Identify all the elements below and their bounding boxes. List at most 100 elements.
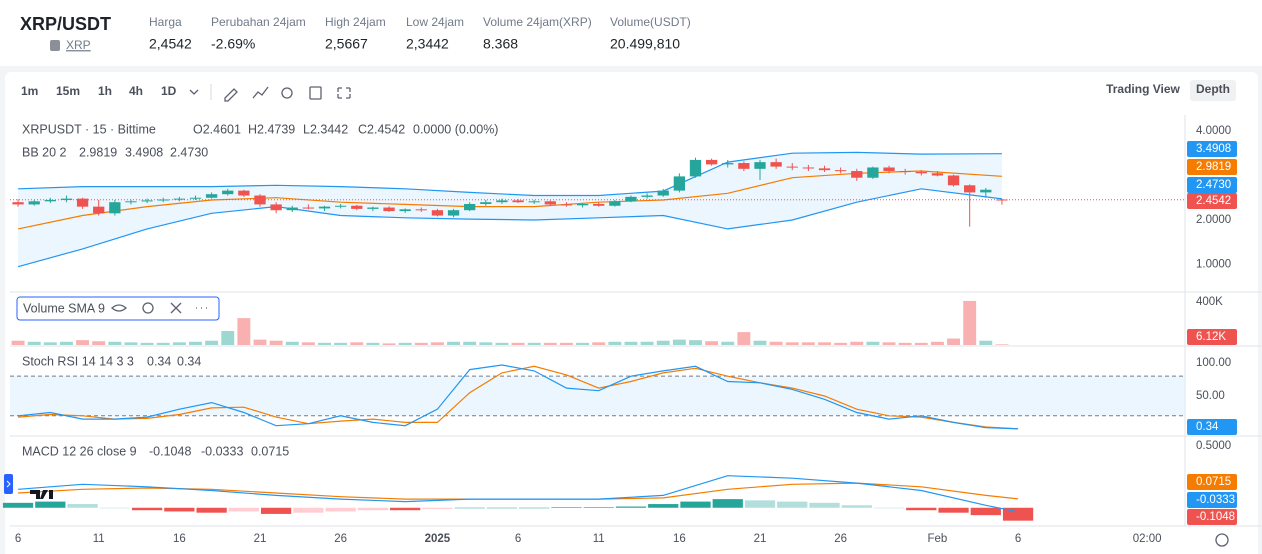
stat-label: Volume 24jam(XRP) <box>483 15 592 29</box>
volume-bar <box>882 342 896 345</box>
stat-value: 2,3442 <box>406 36 449 52</box>
candle-body <box>205 194 218 198</box>
candle <box>867 166 879 180</box>
legend-text: 2.4730 <box>170 145 208 159</box>
x-tick-label: 16 <box>173 533 186 545</box>
macd-hist-bar <box>777 501 808 508</box>
candle <box>996 198 1008 205</box>
view-button-bg <box>1099 80 1187 101</box>
stat-label: High 24jam <box>325 15 386 29</box>
macd-hist-bar <box>841 505 872 508</box>
interval-dropdown[interactable] <box>189 89 199 95</box>
volume-bar <box>205 340 219 345</box>
legend-text: L2.3442 <box>303 122 348 136</box>
candle <box>931 171 944 177</box>
stats: Harga 2,4542 Perubahan 24jam -2.69% High 24j… <box>149 15 691 52</box>
side-tab[interactable] <box>4 474 13 494</box>
candle <box>447 208 460 218</box>
volume-bar <box>624 341 638 345</box>
view-button[interactable]: Trading View <box>1106 82 1180 96</box>
gear-icon[interactable] <box>142 302 154 314</box>
legend-text: H2.4739 <box>248 122 295 136</box>
legend-text: Volume SMA 9 <box>23 301 105 315</box>
legend-text: 0.0715 <box>251 444 289 458</box>
candle-body <box>770 162 782 167</box>
candle <box>238 189 250 197</box>
interval-button[interactable]: 1m <box>21 84 38 98</box>
candle <box>770 158 782 169</box>
volume-bar <box>560 342 573 345</box>
candle-body <box>447 210 460 216</box>
volume-bar <box>737 332 751 345</box>
volume-bar <box>640 341 654 345</box>
legend-text: MACD 12 26 close 9 <box>22 444 137 458</box>
x-tick-label: 6 <box>15 533 21 545</box>
candle-body <box>835 170 847 172</box>
volume-bar <box>334 342 348 345</box>
legend-text: XRPUSDT · 15 · Bittime <box>22 122 156 136</box>
legend-text: 3.4908 <box>125 145 163 159</box>
macd-hist-bar <box>519 507 550 509</box>
volume-bar <box>818 342 831 345</box>
candle-body <box>12 202 24 205</box>
volume-bar <box>656 340 670 345</box>
price-tag-bg <box>1187 159 1237 175</box>
candle-body <box>512 200 524 203</box>
coin-link[interactable]: XRP <box>66 38 91 52</box>
candle-body <box>899 171 911 173</box>
x-tick-label: 16 <box>673 533 686 545</box>
draw-icon[interactable] <box>224 88 238 102</box>
view-button[interactable]: Depth <box>1196 82 1230 96</box>
volume-bar <box>124 342 138 345</box>
volume-bar <box>237 318 251 345</box>
macd-hist-bar <box>970 507 1001 516</box>
interval-button[interactable]: 4h <box>129 84 143 98</box>
candle-body <box>722 163 734 165</box>
indicator-icon[interactable] <box>252 86 269 99</box>
interval-button[interactable]: 1D <box>161 84 177 98</box>
candle-body <box>125 201 137 203</box>
candle <box>286 205 298 212</box>
candle-body <box>593 203 605 206</box>
macd-hist-bar <box>228 507 259 512</box>
macd-hist-bar <box>261 507 292 514</box>
candle-body <box>964 185 976 193</box>
x-tick-label: 02:00 <box>1133 533 1162 545</box>
x-tick-label: 11 <box>93 533 105 545</box>
price-tag-bg <box>1187 141 1237 157</box>
price-tag-bg <box>1187 509 1237 525</box>
close-icon[interactable] <box>170 302 182 314</box>
price-tag-bg <box>1187 474 1237 490</box>
candle-body <box>464 203 476 211</box>
x-tick-label: 6 <box>515 533 521 545</box>
candle-body <box>947 175 960 186</box>
candle <box>76 197 89 209</box>
candle <box>528 199 540 204</box>
price-tag: 0.34 <box>1196 421 1219 433</box>
legend-text: 0.34 <box>177 354 201 368</box>
eye-icon[interactable] <box>111 304 127 312</box>
interval-button[interactable]: 15m <box>56 84 80 98</box>
volume-bar <box>430 342 444 345</box>
interval-button[interactable]: 1h <box>98 84 112 98</box>
candle-body <box>76 198 89 207</box>
legend-text: O2.4601 <box>193 122 241 136</box>
chart-settings-icon[interactable] <box>1215 533 1229 547</box>
fullscreen-icon[interactable] <box>337 87 351 99</box>
volume-bar <box>11 340 25 345</box>
macd-hist-bar <box>67 504 98 508</box>
settings-icon[interactable] <box>281 87 293 99</box>
candle <box>496 198 508 204</box>
volume-bar <box>382 343 396 345</box>
x-tick-label: 26 <box>334 533 347 545</box>
candle-body <box>818 168 831 171</box>
volume-bar <box>785 342 799 345</box>
candle-body <box>480 202 492 204</box>
candle <box>12 199 24 207</box>
stat-label: Perubahan 24jam <box>211 15 306 29</box>
candle <box>835 167 847 174</box>
save-icon[interactable] <box>309 86 322 100</box>
candle <box>851 168 863 181</box>
volume-bar <box>43 342 57 345</box>
candle <box>141 198 153 204</box>
